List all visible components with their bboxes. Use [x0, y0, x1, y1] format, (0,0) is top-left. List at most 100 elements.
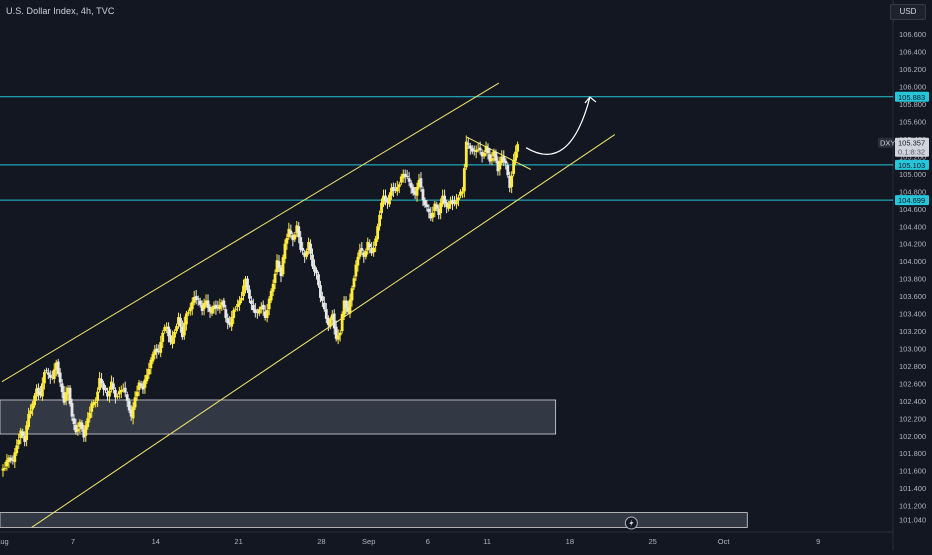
candle-body [56, 361, 60, 375]
candle-body [287, 228, 291, 238]
candle-body [492, 151, 496, 157]
candle-body [31, 403, 34, 410]
candle-body [315, 269, 318, 274]
candle-body [123, 387, 127, 393]
last-price-label: 105.357 [898, 139, 925, 148]
candle-body [129, 409, 133, 417]
candle-body [90, 403, 94, 412]
candle-body [376, 226, 380, 240]
candle-body [459, 191, 462, 196]
candle-body [190, 301, 194, 310]
candle-body [196, 298, 200, 300]
candle-body [269, 290, 273, 301]
candle-body [13, 452, 17, 462]
candle-body [188, 307, 192, 312]
candle-body [161, 332, 165, 342]
candle-body [163, 327, 167, 332]
candle-body [326, 317, 330, 325]
candle-body [171, 336, 174, 345]
candle-body [220, 302, 224, 305]
candle-body [427, 208, 431, 213]
candle-body [464, 141, 468, 168]
candle-body [460, 191, 464, 194]
price-tick-label: 102.600 [899, 379, 926, 388]
candle-body [368, 243, 372, 248]
candle-body [102, 383, 105, 390]
candle-body [301, 248, 305, 251]
candle-body [96, 391, 100, 401]
candle-body [330, 314, 334, 321]
candle-body [279, 267, 283, 277]
candle-body [46, 372, 50, 375]
candle-body [504, 160, 508, 164]
candle-body [27, 413, 30, 428]
candle-body [238, 300, 241, 305]
candle-body [441, 195, 445, 205]
price-tick-label: 105.600 [899, 117, 926, 126]
candle-body [415, 186, 419, 196]
candle-body [23, 435, 27, 442]
level-price-label: 104.699 [898, 196, 925, 205]
candle-body [66, 387, 70, 395]
level-price-label: 105.883 [898, 93, 925, 102]
candle-body [405, 176, 409, 178]
candle-body [474, 149, 478, 153]
candle-body [437, 208, 441, 215]
candle-body [407, 178, 411, 182]
candle-body [490, 158, 494, 161]
price-tick-label: 102.200 [899, 414, 926, 423]
candle-body [273, 273, 277, 283]
time-tick-label: Sep [362, 537, 375, 546]
price-tick-label: 104.600 [899, 205, 926, 214]
candle-body [313, 265, 316, 272]
candle-body [386, 200, 389, 203]
candle-body [482, 152, 486, 157]
candle-body [248, 289, 251, 299]
price-tick-label: 104.800 [899, 187, 926, 196]
zone-rect-1 [0, 512, 748, 528]
candle-body [244, 278, 247, 288]
candle-body [133, 397, 137, 408]
price-tick-label: 103.400 [899, 310, 926, 319]
candle-body [204, 300, 208, 305]
candle-body [303, 252, 307, 257]
candle-body [419, 178, 423, 188]
candle-body [169, 335, 172, 343]
candle-body [25, 425, 29, 441]
candle-body [184, 313, 188, 325]
candle-body [468, 145, 472, 149]
price-tick-label: 104.400 [899, 222, 926, 231]
candle-body [372, 247, 376, 253]
lightning-glyph [629, 519, 634, 527]
candle-body [17, 439, 21, 445]
candle-body [236, 303, 240, 308]
candle-body [194, 296, 198, 301]
candle-body [206, 300, 210, 308]
candle-body [68, 387, 72, 404]
candle-body [29, 410, 32, 414]
candle-body [115, 396, 119, 398]
candle-body [43, 372, 46, 384]
candle-body [364, 251, 368, 257]
candle-body [64, 392, 68, 401]
candle-body [119, 389, 123, 393]
candle-body [58, 372, 62, 383]
candle-body [214, 304, 218, 309]
candle-body [291, 234, 295, 241]
candle-body [198, 300, 202, 305]
candle-body [283, 243, 287, 259]
candle-body [70, 403, 74, 417]
time-tick-label: 25 [648, 537, 656, 546]
price-tick-label: 102.800 [899, 362, 926, 371]
candle-body [305, 251, 309, 257]
currency-button[interactable]: USD [890, 4, 926, 20]
candle-body [80, 422, 84, 430]
candle-body [413, 191, 417, 195]
candle-body [328, 319, 332, 327]
candle-body [516, 144, 520, 152]
price-tick-label: 101.200 [899, 502, 926, 511]
candle-body [275, 260, 279, 273]
candle-body [370, 248, 374, 254]
